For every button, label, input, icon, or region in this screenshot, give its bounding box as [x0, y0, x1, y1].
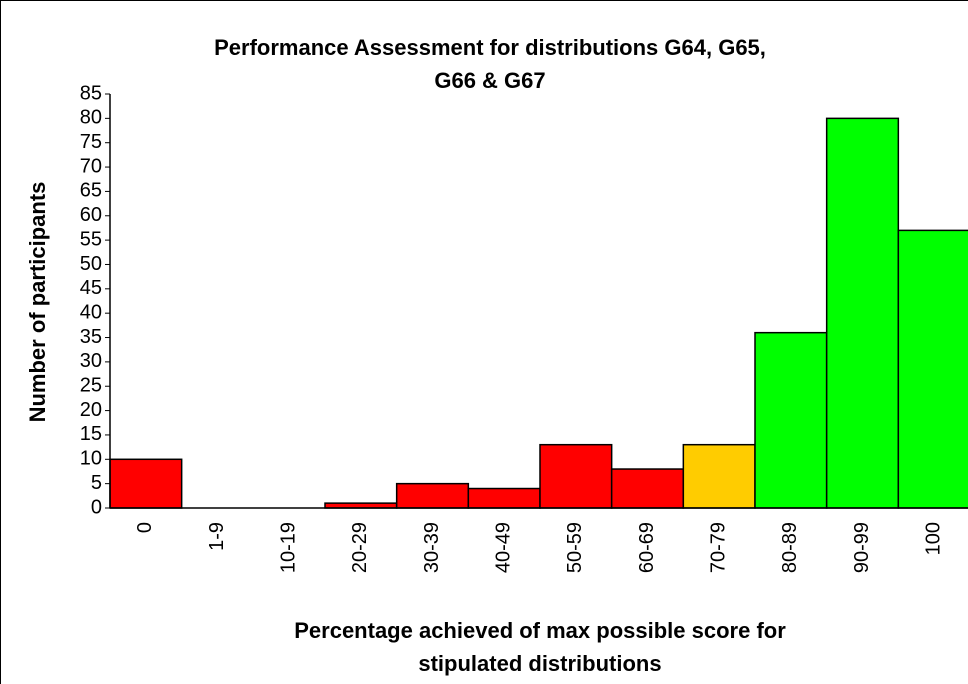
- y-tick-label: 85: [80, 82, 102, 104]
- y-tick-label: 65: [80, 180, 102, 202]
- x-tick-label: 70-79: [707, 522, 729, 573]
- bar: [539, 443, 613, 509]
- y-tick-label: 30: [80, 350, 102, 372]
- x-tick-label: 40-49: [492, 522, 514, 573]
- y-tick-label: 55: [80, 228, 102, 250]
- y-tick-label: 0: [91, 496, 102, 518]
- bar: [109, 458, 183, 509]
- x-tick-label: 10-19: [277, 522, 299, 573]
- x-tick-label: 0: [134, 522, 156, 533]
- bar: [897, 229, 968, 509]
- y-tick-label: 70: [80, 155, 102, 177]
- chart-title: G66 & G67: [434, 68, 545, 93]
- x-tick-label: 100: [922, 522, 944, 555]
- y-tick-label: 45: [80, 277, 102, 299]
- x-tick-label: 1-9: [206, 522, 228, 551]
- bar: [395, 482, 470, 509]
- y-tick-label: 10: [80, 448, 102, 470]
- x-tick-label: 90-99: [851, 522, 873, 573]
- bar: [754, 331, 828, 509]
- y-tick-label: 5: [91, 472, 102, 494]
- x-tick-label: 80-89: [779, 522, 801, 573]
- x-tick-label: 20-29: [349, 522, 371, 573]
- bar: [467, 487, 541, 509]
- chart-title: Performance Assessment for distributions…: [214, 35, 766, 60]
- x-tick-label: 30-39: [421, 522, 443, 573]
- bar: [610, 468, 685, 509]
- x-tick-label: 60-69: [636, 522, 658, 573]
- y-axis-label: Number of participants: [25, 182, 50, 423]
- y-tick-label: 60: [80, 204, 102, 226]
- bar: [682, 443, 756, 509]
- y-tick-label: 80: [80, 107, 102, 129]
- y-tick-label: 20: [80, 399, 102, 421]
- y-tick-label: 35: [80, 326, 102, 348]
- bar: [825, 117, 900, 509]
- y-tick-label: 40: [80, 301, 102, 323]
- x-tick-label: 50-59: [564, 522, 586, 573]
- y-tick-label: 25: [80, 375, 102, 397]
- y-tick-label: 75: [80, 131, 102, 153]
- x-axis-label: stipulated distributions: [418, 651, 661, 676]
- y-tick-label: 50: [80, 253, 102, 275]
- y-tick-label: 15: [80, 423, 102, 445]
- x-axis-label: Percentage achieved of max possible scor…: [294, 618, 786, 643]
